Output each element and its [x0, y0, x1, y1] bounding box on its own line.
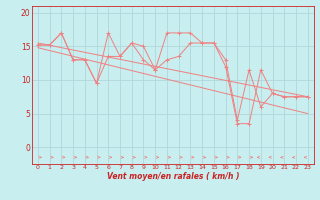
X-axis label: Vent moyen/en rafales ( km/h ): Vent moyen/en rafales ( km/h ) [107, 172, 239, 181]
